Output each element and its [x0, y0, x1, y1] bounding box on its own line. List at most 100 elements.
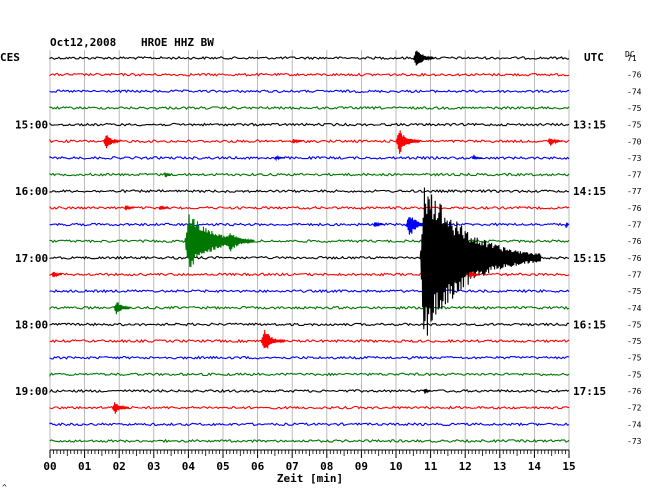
dc-value-13: -77	[627, 270, 642, 279]
dc-value-8: -77	[627, 187, 642, 196]
dc-value-5: -70	[627, 137, 642, 146]
trace-row-20	[49, 388, 570, 394]
right-hour-label-1: 14:15	[573, 185, 606, 198]
dc-value-21: -72	[627, 404, 642, 413]
left-hour-label-4: 19:00	[15, 385, 48, 398]
event-16	[506, 254, 528, 261]
x-tick-label-1: 01	[78, 460, 92, 473]
x-tick-label-14: 14	[528, 460, 542, 473]
x-tick-label-2: 02	[113, 460, 126, 473]
dc-value-7: -77	[627, 171, 642, 180]
dc-value-20: -76	[627, 387, 642, 396]
trace-row-2	[49, 89, 570, 94]
event-4	[547, 137, 563, 146]
trace-row-18	[49, 355, 570, 360]
dc-value-15: -74	[627, 304, 642, 313]
event-19	[113, 302, 132, 315]
event-1	[103, 135, 121, 149]
x-tick-label-0: 00	[43, 460, 56, 473]
dc-offset-labels: 71 -76 -74 -75 -75 -70 -73 -77 -77 -76 -77 -76 -76 -7…	[627, 54, 642, 446]
trace-row-1	[49, 72, 570, 77]
x-tick-label-15: 15	[562, 460, 575, 473]
right-timezone: UTC	[584, 51, 604, 64]
event-17	[51, 271, 63, 278]
x-tick-label-12: 12	[459, 460, 472, 473]
trace-row-14	[49, 288, 570, 294]
dc-value-9: -76	[627, 204, 642, 213]
left-timezone: CES	[0, 51, 20, 64]
x-tick-label-5: 05	[216, 460, 229, 473]
x-tick-label-6: 06	[251, 460, 265, 473]
trace-row-0	[49, 56, 570, 61]
dc-value-6: -73	[627, 154, 642, 163]
right-hour-label-4: 17:15	[573, 385, 606, 398]
trace-row-17	[49, 338, 570, 344]
x-tick-label-8: 08	[320, 460, 333, 473]
trace-row-11	[49, 239, 570, 244]
trace-row-23	[49, 438, 570, 444]
trace-row-3	[49, 105, 570, 110]
trace-row-8	[49, 189, 569, 194]
x-tick-label-4: 04	[182, 460, 196, 473]
trace-row-16	[49, 322, 570, 327]
right-hour-label-2: 15:15	[573, 252, 606, 265]
left-hour-label-0: 15:00	[15, 119, 48, 132]
trace-row-21	[49, 405, 570, 410]
dc-value-22: -74	[627, 420, 642, 429]
event-14	[225, 233, 255, 252]
dc-value-10: -77	[627, 221, 642, 230]
dc-value-14: -75	[627, 287, 642, 296]
x-axis-label: Zeit [min]	[277, 472, 343, 485]
trace-row-6	[49, 155, 570, 161]
event-7	[163, 171, 172, 179]
left-hour-label-3: 18:00	[15, 318, 48, 331]
x-tick-label-10: 10	[389, 460, 402, 473]
x-tick-label-3: 03	[147, 460, 160, 473]
event-3	[395, 130, 421, 154]
dc-value-3: -75	[627, 104, 642, 113]
dc-value-23: -73	[627, 437, 642, 446]
right-hour-labels: 13:15 14:15 15:15 16:15 17:15	[573, 119, 606, 398]
dc-value-12: -76	[627, 254, 642, 263]
trace-row-22	[49, 422, 570, 427]
trace-row-7	[49, 172, 570, 177]
dc-header: DC	[625, 50, 635, 59]
x-tick-label-7: 07	[286, 460, 299, 473]
event-20	[260, 329, 286, 349]
trace-row-9	[49, 205, 570, 210]
x-tick-label-9: 09	[355, 460, 368, 473]
event-0	[412, 50, 435, 66]
dc-value-4: -75	[627, 121, 642, 130]
event-9	[158, 205, 170, 211]
trace-row-5	[49, 138, 570, 144]
dc-value-17: -75	[627, 337, 642, 346]
event-18	[468, 271, 480, 279]
left-hour-label-1: 16:00	[15, 185, 48, 198]
dc-value-1: -76	[627, 71, 642, 80]
trace-row-4	[49, 122, 570, 127]
dc-value-16: -75	[627, 320, 642, 329]
record-date: Oct12,2008	[50, 36, 116, 49]
left-hour-labels: 15:00 16:00 17:00 18:00 19:00	[15, 119, 48, 398]
right-hour-label-0: 13:15	[573, 119, 606, 132]
event-22	[111, 402, 130, 414]
trace-row-19	[49, 372, 570, 378]
station-code: HROE HHZ BW	[141, 36, 214, 49]
trace-row-15	[49, 305, 570, 310]
event-12	[564, 222, 569, 228]
dc-value-2: -74	[627, 87, 642, 96]
event-10	[373, 221, 384, 228]
dc-value-18: -75	[627, 354, 642, 363]
dc-value-11: -76	[627, 237, 642, 246]
dc-value-19: -75	[627, 370, 642, 379]
trace-row-10	[49, 222, 570, 227]
right-hour-label-3: 16:15	[573, 318, 606, 331]
event-21	[423, 388, 431, 394]
x-tick-label-13: 13	[493, 460, 506, 473]
seismic-events	[51, 50, 569, 414]
seismogram-traces	[49, 56, 570, 444]
x-axis: 00 01 02 03 04 05 06 07 08 09 10 11 12 13 14 15	[43, 450, 576, 473]
left-hour-label-2: 17:00	[15, 252, 48, 265]
